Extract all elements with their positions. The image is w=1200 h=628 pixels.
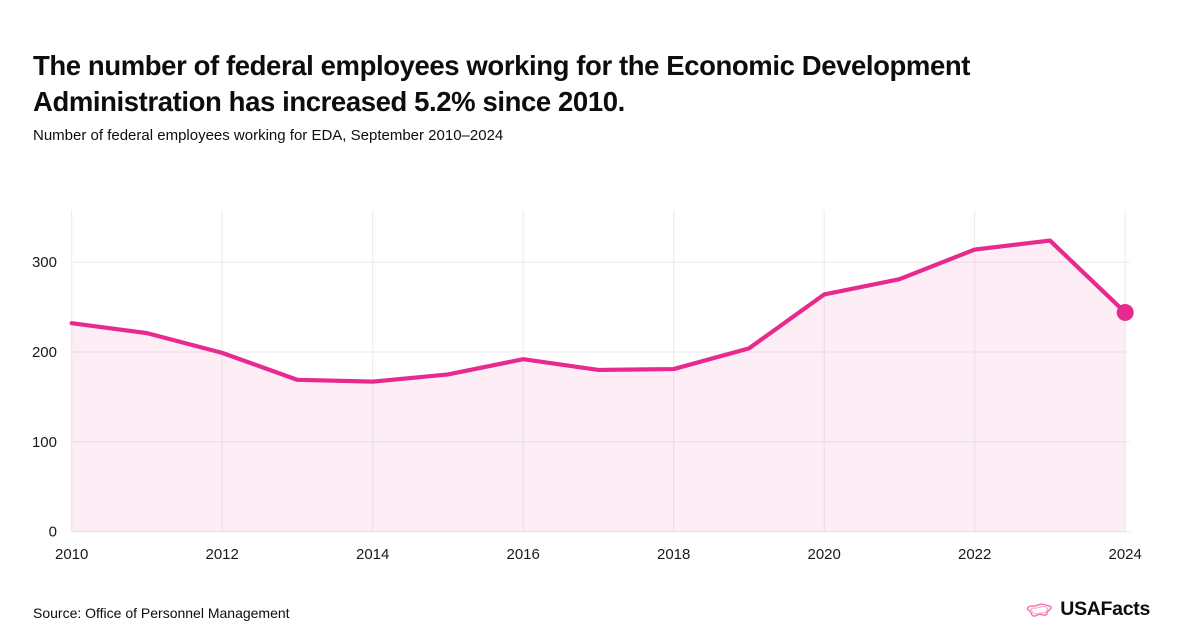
y-tick-label: 100 [32, 434, 57, 451]
x-tick-label: 2020 [808, 546, 841, 563]
x-tick-label: 2010 [55, 546, 88, 563]
chart-subtitle: Number of federal employees working for … [33, 127, 504, 144]
x-tick-label: 2024 [1109, 546, 1142, 563]
usa-map-inner-line [1030, 605, 1049, 615]
usa-map-icon [1027, 602, 1053, 617]
y-tick-label: 300 [32, 254, 57, 271]
x-tick-label: 2012 [206, 546, 239, 563]
usafacts-wordmark: USAFacts [1060, 598, 1150, 620]
usa-map-outline [1027, 602, 1053, 617]
area-fill [71, 240, 1126, 532]
page-title: The number of federal employees working … [33, 50, 971, 117]
x-tick-label: 2022 [958, 546, 991, 563]
source-note: Source: Office of Personnel Management [33, 605, 290, 621]
y-tick-label: 0 [49, 524, 57, 541]
trend-line [69, 238, 1128, 384]
x-tick-label: 2016 [507, 546, 540, 563]
x-tick-label: 2014 [356, 546, 389, 563]
y-tick-label: 200 [32, 344, 57, 361]
x-tick-label: 2018 [657, 546, 690, 563]
end-point-dot [1116, 303, 1134, 321]
usafacts-logo: USAFacts [1026, 598, 1150, 621]
